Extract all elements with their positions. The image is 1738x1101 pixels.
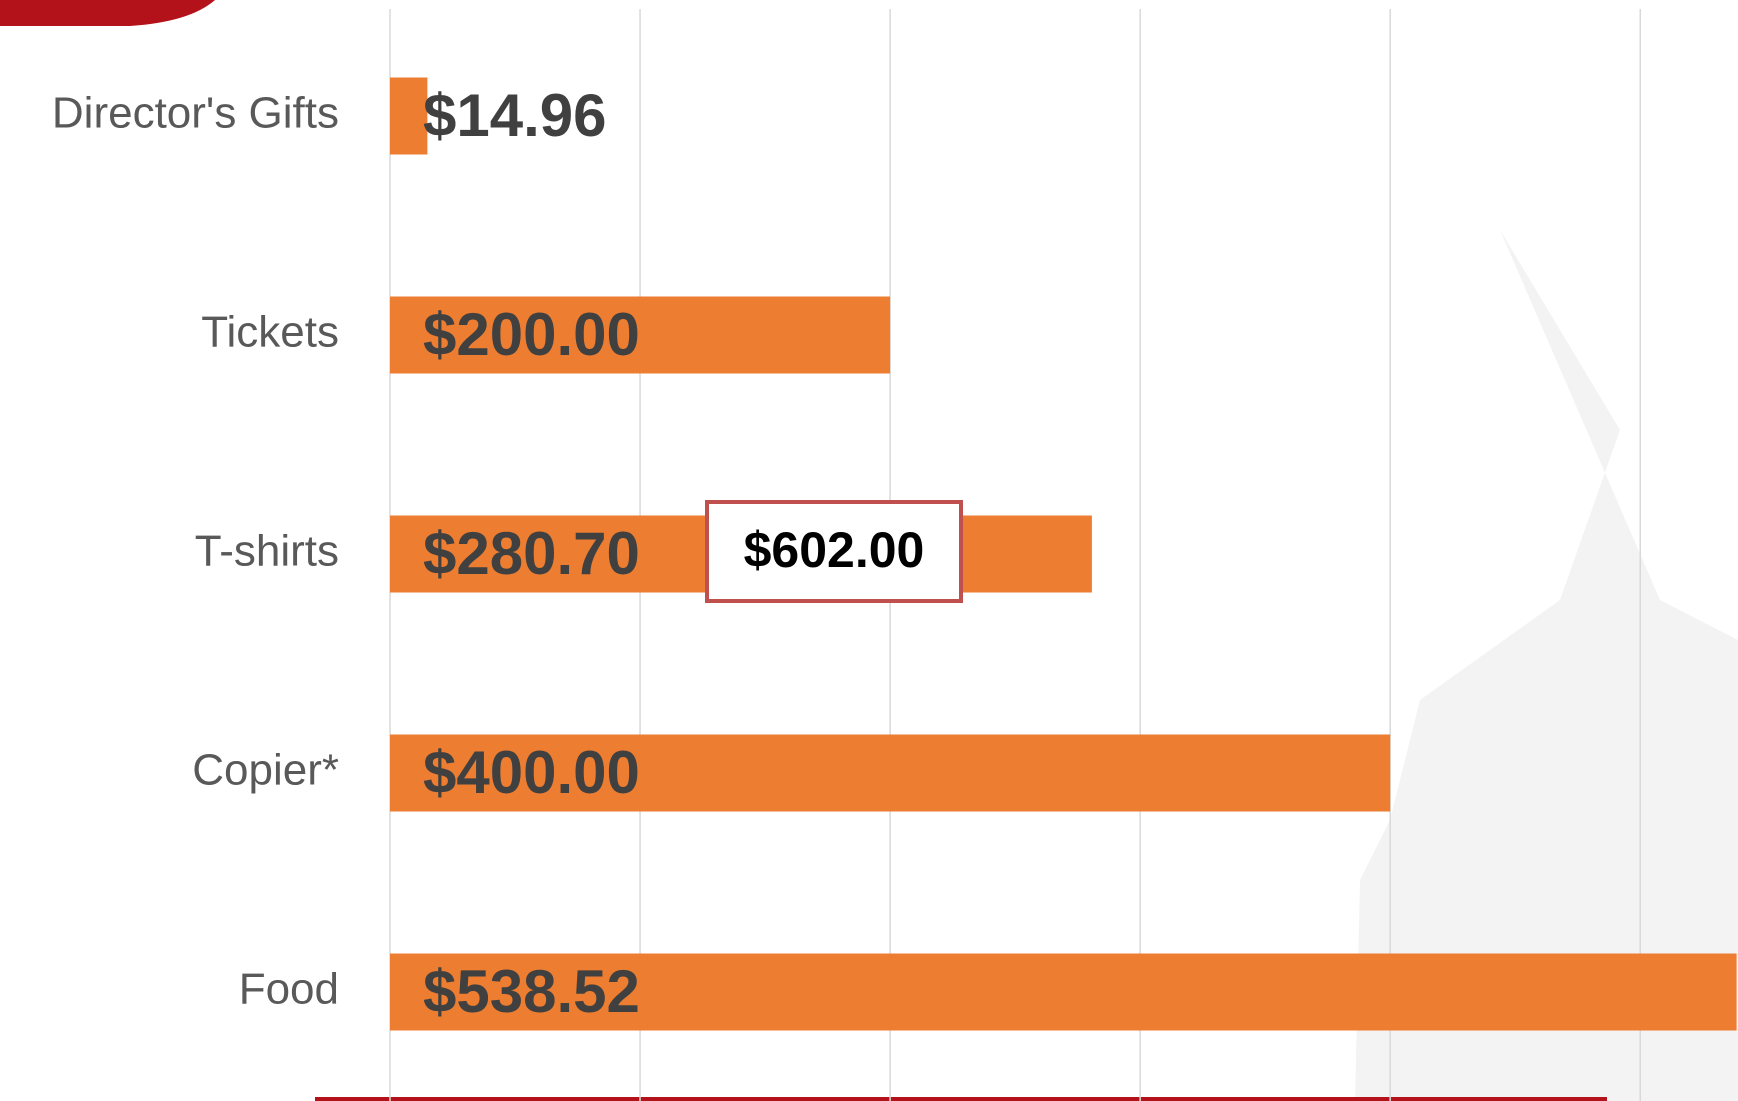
data-label: $538.52 xyxy=(423,958,640,1025)
bar xyxy=(390,953,1737,1031)
data-label: $400.00 xyxy=(423,739,640,806)
data-label: $14.96 xyxy=(423,82,607,149)
y-tick-label: Director's Gifts xyxy=(52,89,339,138)
annotation-box xyxy=(705,500,963,603)
bar xyxy=(390,734,1391,812)
annotation: $602.00 xyxy=(744,522,925,578)
bar xyxy=(390,296,891,374)
watermark xyxy=(1355,230,1738,1101)
y-tick-label: Food xyxy=(239,965,339,1014)
decor-shape xyxy=(0,0,215,26)
bar xyxy=(390,77,428,155)
y-tick-label: Copier* xyxy=(192,746,339,795)
y-tick-label: T-shirts xyxy=(195,527,339,576)
data-label: $200.00 xyxy=(423,301,640,368)
data-label: $280.70 xyxy=(423,520,640,587)
y-tick-label: Tickets xyxy=(201,308,339,357)
